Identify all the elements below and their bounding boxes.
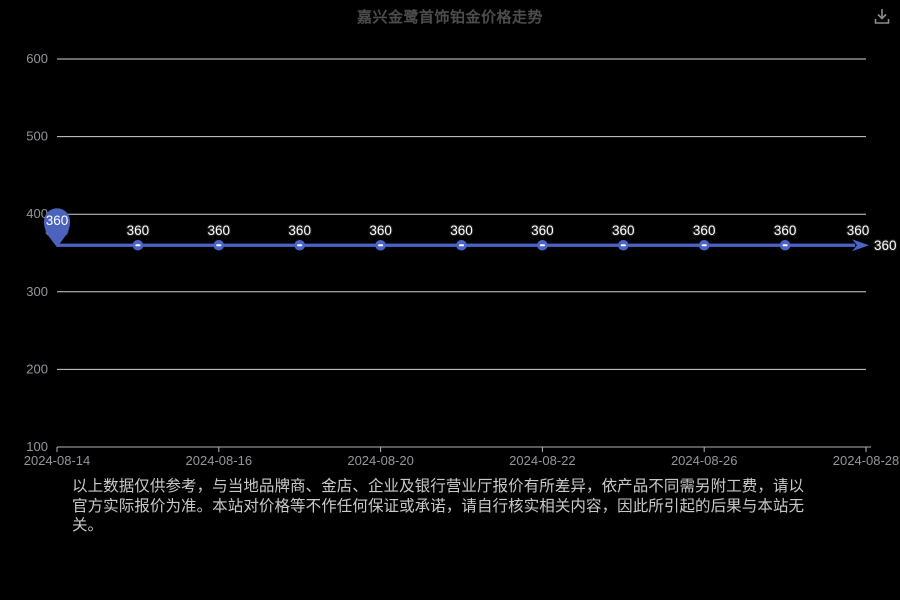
- x-axis-label: 2024-08-26: [671, 453, 738, 468]
- y-axis-label: 200: [26, 361, 48, 376]
- pin-value-label: 360: [46, 213, 69, 228]
- y-axis-label: 300: [26, 284, 48, 299]
- y-axis-label: 100: [26, 439, 48, 454]
- pin-marker: [44, 208, 70, 248]
- y-axis-label: 500: [26, 129, 48, 144]
- point-value-label: 360: [693, 223, 716, 238]
- x-axis-label: 2024-08-20: [347, 453, 414, 468]
- data-point-glyph: [216, 244, 222, 247]
- data-point-glyph: [458, 244, 465, 247]
- data-point-glyph: [782, 244, 788, 247]
- page-title: 嘉兴金鹭首饰铂金价格走势: [356, 9, 543, 26]
- download-button[interactable]: [871, 5, 893, 27]
- download-icon: [874, 9, 890, 24]
- data-point-glyph: [378, 244, 384, 247]
- data-point-glyph: [297, 244, 303, 247]
- point-value-label: 360: [369, 223, 392, 238]
- point-value-label: 360: [127, 223, 150, 238]
- x-axis-label: 2024-08-14: [24, 453, 91, 468]
- y-axis-label: 400: [26, 206, 48, 221]
- end-value-label: 360: [874, 238, 897, 253]
- point-value-label: 360: [531, 223, 554, 238]
- y-axis-label: 600: [26, 51, 48, 66]
- point-value-label: 360: [774, 223, 797, 238]
- point-value-label: 360: [208, 223, 231, 238]
- data-point-glyph: [135, 244, 141, 247]
- point-value-label: 360: [847, 223, 870, 238]
- point-value-label: 360: [450, 223, 473, 238]
- data-point-glyph: [620, 244, 626, 247]
- disclaimer-text: 以上数据仅供参考，与当地品牌商、金店、企业及银行营业厅报价有所差异，依产品不同需…: [72, 478, 804, 534]
- x-axis-label: 2024-08-16: [186, 453, 253, 468]
- data-point-glyph: [539, 244, 545, 247]
- point-value-label: 360: [288, 223, 311, 238]
- x-axis-label: 2024-08-22: [509, 453, 576, 468]
- point-value-label: 360: [612, 223, 635, 238]
- arrow-head-icon: [852, 239, 869, 252]
- x-axis-label: 2024-08-28: [833, 453, 900, 468]
- data-point-glyph: [701, 244, 707, 247]
